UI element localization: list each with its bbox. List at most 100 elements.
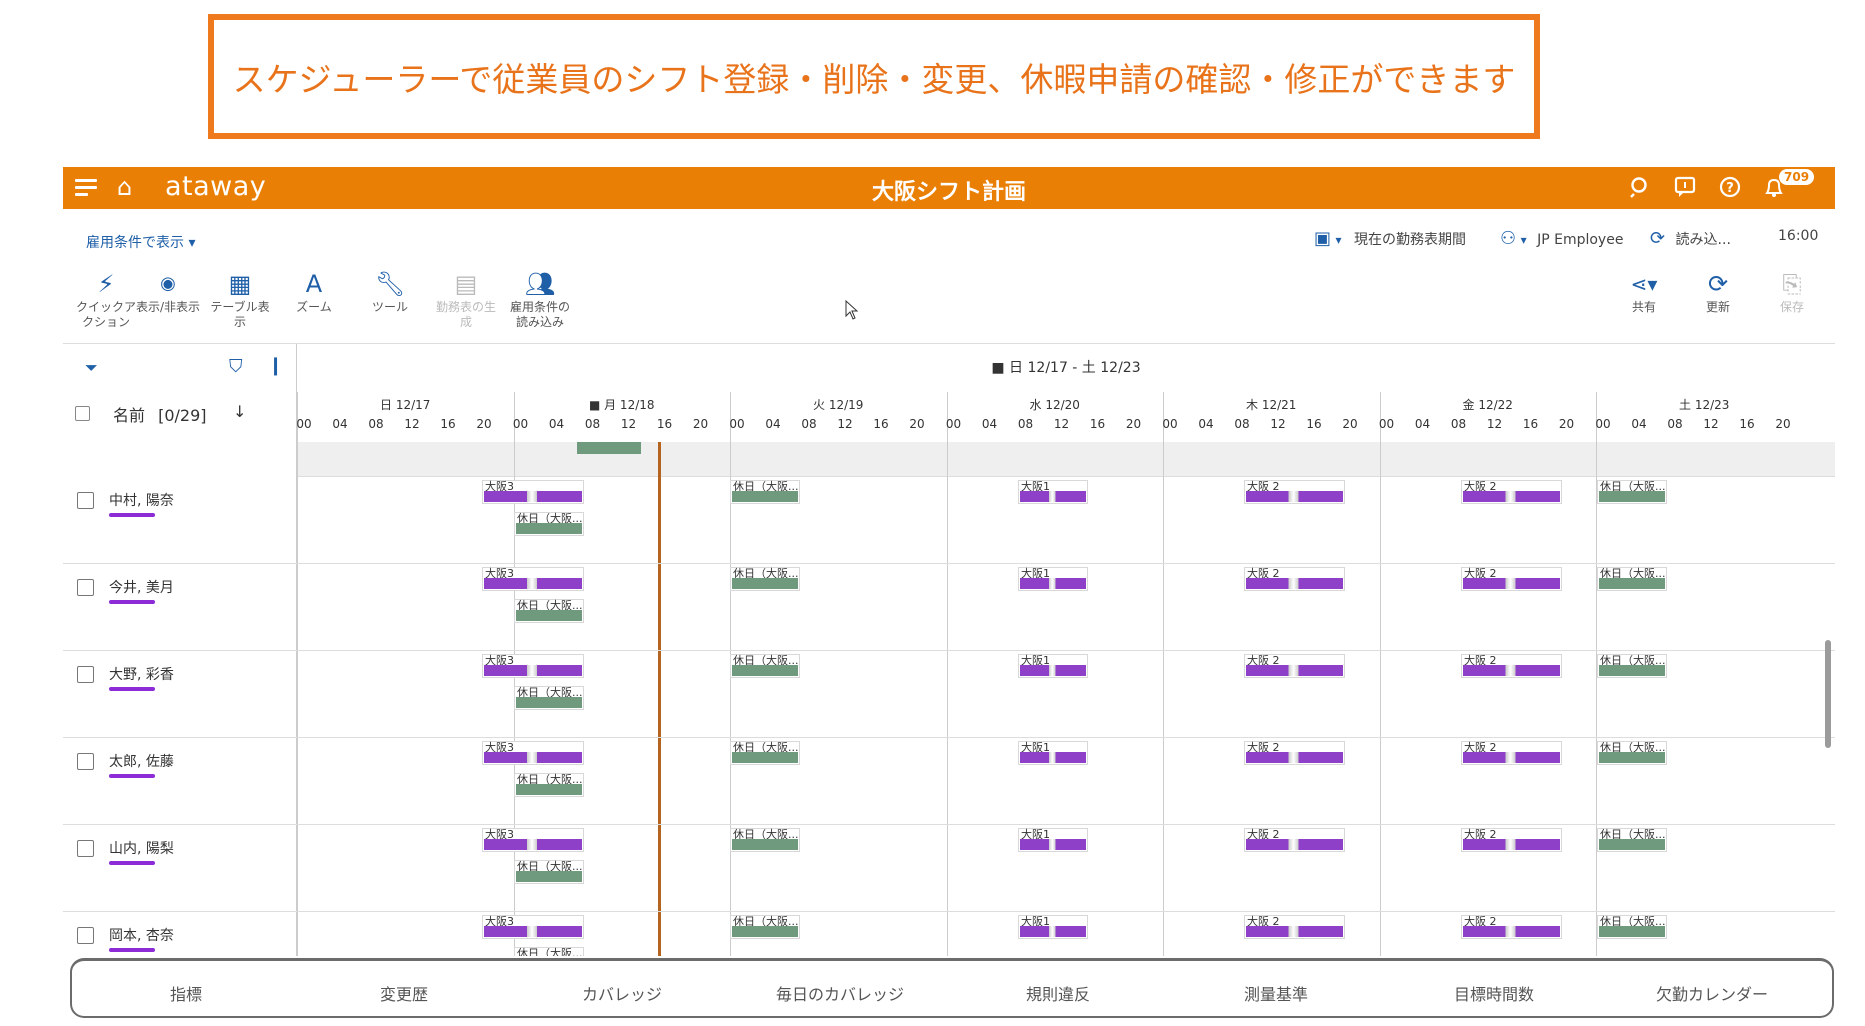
shift-block[interactable]: 大阪1	[1018, 567, 1088, 591]
share-button[interactable]: ⋖▾ 共有	[1604, 270, 1684, 315]
search-icon[interactable]	[1630, 176, 1652, 201]
shift-bar	[484, 578, 582, 589]
period-selector[interactable]: ▣ ▾ 現在の勤務表期間	[1314, 228, 1466, 249]
quick-action-button[interactable]: ⚡ クイックア クション	[66, 270, 146, 330]
shift-block[interactable]: 大阪1	[1018, 480, 1088, 504]
shift-block[interactable]: 大阪 2	[1244, 567, 1345, 591]
shift-block[interactable]: 休日（大阪...	[514, 947, 584, 956]
name-header[interactable]: 名前 [0/29]	[113, 402, 207, 426]
row-checkbox[interactable]	[77, 753, 94, 770]
chat-icon[interactable]	[1674, 176, 1696, 201]
column-toggle-icon[interactable]: ❙	[268, 355, 284, 376]
shift-block[interactable]: 大阪1	[1018, 741, 1088, 765]
employee-name[interactable]: 山内, 陽梨	[109, 841, 174, 857]
row-checkbox[interactable]	[77, 927, 94, 944]
shift-block[interactable]: 休日（大阪...	[730, 741, 800, 765]
shift-block[interactable]: 休日（大阪...	[730, 480, 800, 504]
bell-icon[interactable]	[1763, 176, 1785, 201]
shift-block[interactable]	[576, 440, 642, 454]
shift-block[interactable]: 大阪3	[482, 654, 584, 678]
shift-block[interactable]: 休日（大阪...	[730, 654, 800, 678]
shift-block[interactable]: 大阪1	[1018, 828, 1088, 852]
show-hide-button[interactable]: ◉ 表示/非表示	[128, 270, 208, 315]
table-view-button[interactable]: ▦ テーブル表 示	[200, 270, 280, 330]
shift-label: 休日（大阪...	[733, 567, 799, 580]
tab-change-history[interactable]: 変更歴	[379, 985, 428, 1004]
shift-block[interactable]: 大阪 2	[1461, 828, 1562, 852]
select-all-checkbox[interactable]	[75, 406, 90, 421]
shift-block[interactable]: 休日（大阪...	[1597, 741, 1667, 765]
shift-block[interactable]: 休日（大阪...	[514, 860, 584, 884]
hamburger-menu-icon[interactable]	[75, 179, 97, 197]
employee-row[interactable]: 今井, 美月 大阪3 休日（大阪... 休日（大阪... 大阪1 大阪 2 大阪 2 休日（大…	[63, 563, 1835, 651]
employee-name[interactable]: 岡本, 杏奈	[109, 928, 174, 944]
shift-block[interactable]: 休日（大阪...	[1597, 654, 1667, 678]
hour-tick-label: 12	[620, 417, 637, 431]
employee-name[interactable]: 中村, 陽奈	[109, 493, 174, 509]
tab-measurement-criteria[interactable]: 測量基準	[1243, 985, 1308, 1004]
employee-row[interactable]: 岡本, 杏奈 大阪3 休日（大阪... 休日（大阪... 大阪1 大阪 2 大阪 2 休日（大…	[63, 911, 1835, 956]
shift-block[interactable]: 大阪 2	[1461, 480, 1562, 504]
save-button[interactable]: ⎘ 保存	[1752, 270, 1832, 315]
shift-block[interactable]: 大阪 2	[1244, 828, 1345, 852]
shift-block[interactable]: 休日（大阪...	[1597, 915, 1667, 939]
row-checkbox[interactable]	[77, 579, 94, 596]
group-selector[interactable]: ⚇ ▾ JP Employee	[1500, 228, 1623, 249]
shift-block[interactable]: 大阪 2	[1244, 915, 1345, 939]
vertical-scrollbar[interactable]	[1825, 640, 1831, 748]
shift-bar	[516, 523, 582, 534]
row-checkbox[interactable]	[77, 492, 94, 509]
sort-arrow-icon[interactable]: ↓	[233, 402, 247, 421]
employee-row[interactable]: 太郎, 佐藤 大阪3 休日（大阪... 休日（大阪... 大阪1 大阪 2 大阪 2 休日（大…	[63, 737, 1835, 825]
collapse-icon[interactable]: ⏷	[85, 358, 98, 377]
shift-block[interactable]: 大阪3	[482, 915, 584, 939]
shift-block[interactable]: 休日（大阪...	[1597, 480, 1667, 504]
shift-block[interactable]: 休日（大阪...	[1597, 567, 1667, 591]
shift-block[interactable]: 大阪 2	[1461, 567, 1562, 591]
shift-block[interactable]: 休日（大阪...	[730, 915, 800, 939]
employee-name[interactable]: 今井, 美月	[109, 580, 174, 596]
tools-button[interactable]: 🔧︎ ツール	[350, 270, 430, 315]
shift-block[interactable]: 大阪3	[482, 567, 584, 591]
row-checkbox[interactable]	[77, 840, 94, 857]
shift-block[interactable]: 休日（大阪...	[514, 686, 584, 710]
shift-block[interactable]: 休日（大阪...	[514, 599, 584, 623]
home-icon[interactable]: ⌂	[117, 173, 133, 201]
employee-row[interactable]: 中村, 陽奈 大阪3 休日（大阪... 休日（大阪... 大阪1 大阪 2 大阪 2 休日（大…	[63, 476, 1835, 564]
load-employment-button[interactable]: 👥︎ 雇用条件の 読み込み	[500, 270, 580, 330]
shift-block[interactable]: 休日（大阪...	[514, 512, 584, 536]
shift-block[interactable]: 休日（大阪...	[514, 773, 584, 797]
employee-name[interactable]: 大野, 彩香	[109, 667, 174, 683]
help-icon[interactable]: ?	[1719, 176, 1741, 201]
shift-block[interactable]: 大阪3	[482, 741, 584, 765]
shift-block[interactable]: 大阪1	[1018, 654, 1088, 678]
view-selector[interactable]: 雇用条件で表示 ▾	[86, 232, 195, 252]
tab-target-hours[interactable]: 目標時間数	[1453, 985, 1534, 1004]
tab-absence-calendar[interactable]: 欠勤カレンダー	[1655, 985, 1768, 1004]
shift-block[interactable]: 大阪 2	[1244, 480, 1345, 504]
filter-icon[interactable]: ⛉	[229, 356, 243, 377]
tab-daily-coverage[interactable]: 毎日のカバレッジ	[775, 985, 904, 1004]
shift-block[interactable]: 大阪3	[482, 480, 584, 504]
employee-name[interactable]: 太郎, 佐藤	[109, 754, 174, 770]
employee-row[interactable]: 山内, 陽梨 大阪3 休日（大阪... 休日（大阪... 大阪1 大阪 2 大阪 2 休日（大…	[63, 824, 1835, 912]
tab-rule-violations[interactable]: 規則違反	[1025, 985, 1090, 1004]
shift-block[interactable]: 大阪 2	[1461, 741, 1562, 765]
shift-block[interactable]: 大阪 2	[1244, 654, 1345, 678]
reload-button[interactable]: ⟳ 読み込...	[1650, 228, 1731, 249]
zoom-button[interactable]: A ズーム	[274, 270, 354, 315]
refresh-button[interactable]: ⟳ 更新	[1678, 270, 1758, 315]
shift-block[interactable]: 大阪 2	[1461, 654, 1562, 678]
shift-block[interactable]: 大阪 2	[1461, 915, 1562, 939]
employee-row[interactable]: 大野, 彩香 大阪3 休日（大阪... 休日（大阪... 大阪1 大阪 2 大阪 2 休日（大…	[63, 650, 1835, 738]
shift-block[interactable]: 休日（大阪...	[730, 828, 800, 852]
generate-roster-button[interactable]: ▤ 勤務表の生 成	[426, 270, 506, 330]
tab-coverage[interactable]: カバレッジ	[581, 985, 662, 1004]
tab-metrics[interactable]: 指標	[169, 985, 202, 1004]
shift-block[interactable]: 大阪 2	[1244, 741, 1345, 765]
shift-block[interactable]: 大阪1	[1018, 915, 1088, 939]
row-checkbox[interactable]	[77, 666, 94, 683]
shift-block[interactable]: 休日（大阪...	[730, 567, 800, 591]
shift-block[interactable]: 大阪3	[482, 828, 584, 852]
shift-block[interactable]: 休日（大阪...	[1597, 828, 1667, 852]
